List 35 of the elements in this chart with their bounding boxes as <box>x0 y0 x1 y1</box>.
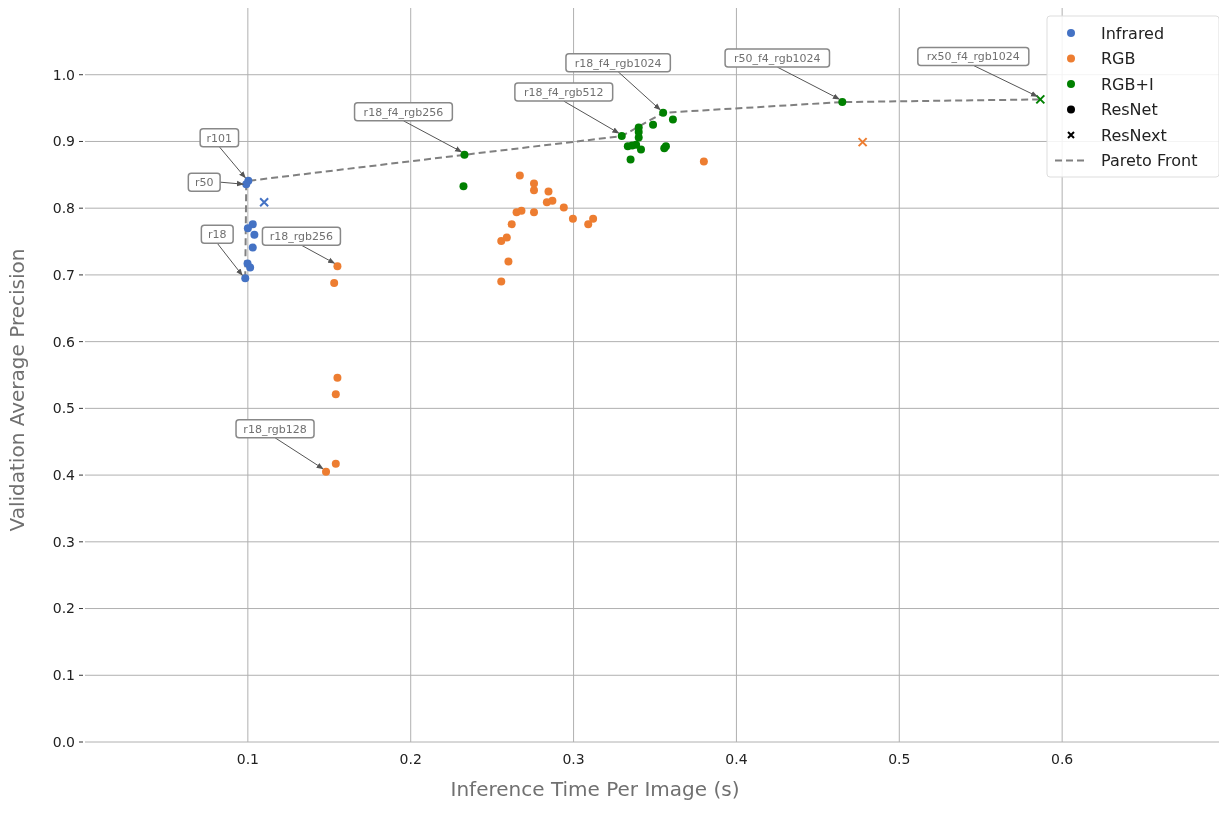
x-axis-title: Inference Time Per Image (s) <box>450 777 740 801</box>
y-tick-label: 0.4 <box>52 466 76 483</box>
y-tick-label: 0.7 <box>52 266 75 283</box>
y-tick-label: 0.8 <box>52 200 75 217</box>
annotation: r18 <box>207 228 227 242</box>
y-axis-title: Validation Average Precision <box>5 248 29 532</box>
x-tick-label: 0.6 <box>1051 751 1074 767</box>
legend-label: RGB+I <box>1101 74 1154 94</box>
x-tick-label: 0.2 <box>399 751 422 767</box>
annotation: r18_rgb256 <box>269 230 334 244</box>
y-tick-label: 0.0 <box>52 733 75 750</box>
y-tick-label: 0.3 <box>52 533 75 550</box>
annotation: r18_f4_rgb1024 <box>574 56 662 70</box>
x-tick-label: 0.1 <box>236 751 259 767</box>
annotation: r50 <box>194 176 214 190</box>
y-tick-label: 0.9 <box>52 133 75 150</box>
annotation: rx50_f4_rgb1024 <box>926 50 1020 64</box>
annotation: ResNet <box>1101 100 1158 120</box>
y-tick-label: 0.1 <box>52 667 75 684</box>
annotation: r18_f4_rgb512 <box>523 85 604 99</box>
annotation: ResNext <box>1101 125 1167 145</box>
y-tick-label: 0.2 <box>52 600 75 617</box>
y-tick-label: 0.6 <box>52 333 76 350</box>
x-tick-label: 0.5 <box>888 751 911 767</box>
legend-label: RGB <box>1101 49 1136 69</box>
annotation: r101 <box>206 131 233 145</box>
annotation: r50_f4_rgb1024 <box>733 51 821 65</box>
x-tick-label: 0.4 <box>725 751 748 767</box>
legend-label: Infrared <box>1101 23 1165 43</box>
y-tick-label: 0.5 <box>52 400 75 417</box>
x-tick-label: 0.3 <box>562 751 585 767</box>
annotation: r18_f4_rgb256 <box>363 105 444 119</box>
annotation: r18_rgb128 <box>243 422 307 436</box>
y-tick-label: 1.0 <box>52 66 75 83</box>
legend-label: Pareto Front <box>1101 151 1198 171</box>
